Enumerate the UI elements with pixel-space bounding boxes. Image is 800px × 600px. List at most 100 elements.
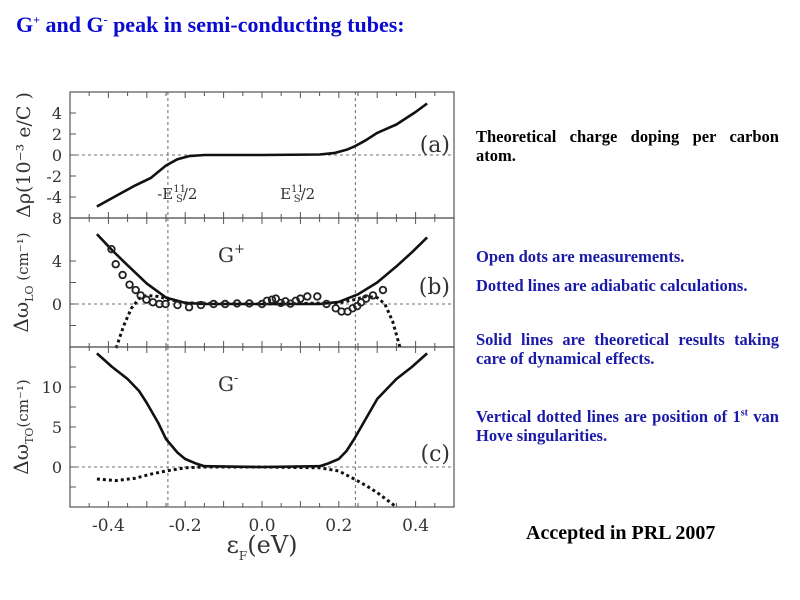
annotation-sup: 11 — [173, 184, 186, 195]
measured-point — [161, 299, 170, 309]
measured-point — [209, 299, 218, 309]
y-tick-label: 10 — [42, 378, 62, 397]
y-tick-label: 0 — [52, 295, 62, 314]
title-g: G — [16, 12, 34, 37]
inset-label: G+ — [218, 242, 245, 267]
measured-point — [245, 299, 254, 308]
y-tick-label: 4 — [52, 104, 62, 123]
y-axis-label-main: Δω — [9, 302, 33, 333]
x-axis-label: εF(eV) — [226, 531, 297, 560]
panel-frame — [69, 346, 455, 508]
y-axis-label: Δρ(10⁻³ e/C ) — [13, 92, 35, 218]
note-vertical-pre: Vertical dotted lines are position of 1 — [476, 407, 741, 426]
measured-point — [378, 285, 388, 295]
x-axis-label-main: ε — [226, 531, 238, 559]
measured-point — [313, 292, 322, 301]
energy-annotation: -E11 S/2 — [157, 184, 197, 205]
measured-point — [131, 285, 140, 295]
measured-point — [296, 294, 305, 303]
y-tick-label: -4 — [46, 188, 62, 207]
dotted-line — [114, 293, 402, 349]
measured-point — [271, 294, 281, 303]
annotation-sub: S — [176, 194, 183, 205]
y-tick-label: 0 — [52, 458, 62, 477]
panel-b: 4 0 (b) G+ ΔωLO (cm⁻¹) — [9, 217, 455, 349]
inset-label-text: G — [218, 372, 234, 396]
panel-a: 420-2-48(a)-E11 S/2 E11 S/2Δρ(10⁻³ e/C ) — [13, 91, 455, 228]
inset-label: G- — [218, 371, 238, 396]
y-tick-label: 8 — [52, 209, 62, 228]
measured-point — [220, 299, 230, 309]
measured-point — [276, 298, 286, 308]
energy-annotation: E11 S/2 — [280, 184, 315, 205]
measured-point — [267, 295, 277, 304]
note-solid: Solid lines are theoretical results taki… — [476, 330, 779, 368]
x-axis-label-sub: F — [239, 549, 247, 560]
note-dotted: Dotted lines are adiabatic calculations. — [476, 276, 748, 295]
x-tick-label: -0.2 — [169, 516, 202, 536]
measured-point — [136, 291, 145, 300]
annotation-tail: /2 — [301, 185, 316, 203]
x-tick-label: 0.4 — [402, 516, 429, 536]
title-and: and G — [39, 12, 104, 37]
y-tick-label: 5 — [52, 418, 62, 437]
inset-label-sup: - — [234, 371, 238, 386]
y-axis-label-sub: TO — [23, 428, 36, 444]
y-axis-label-unit: (cm⁻¹) — [14, 232, 32, 285]
annotation-main: E — [280, 185, 291, 203]
annotation-sub: S — [294, 194, 301, 205]
y-axis-label-main: Δω — [9, 444, 33, 475]
title-minus: - — [103, 12, 108, 27]
measured-point — [196, 300, 206, 310]
chart: 420-2-48(a)-E11 S/2 E11 S/2Δρ(10⁻³ e/C )40(… — [9, 91, 455, 560]
measured-point — [232, 299, 242, 308]
note-vertical: Vertical dotted lines are position of 1s… — [476, 407, 779, 445]
x-tick-label: 0.0 — [248, 516, 275, 536]
measured-point — [111, 260, 120, 269]
solid-line — [96, 102, 428, 208]
y-tick-label: 0 — [52, 146, 62, 165]
measured-point — [368, 291, 378, 300]
solid-line — [96, 352, 428, 469]
y-tick-label: 4 — [52, 252, 62, 271]
measured-point — [262, 296, 272, 305]
title-rest: peak in semi-conducting tubes: — [107, 12, 405, 37]
accepted-note: Accepted in PRL 2007 — [526, 522, 716, 544]
annotation-main: -E — [157, 185, 173, 203]
annotation-sup: 11 — [291, 184, 304, 195]
x-tick-label: 0.2 — [325, 516, 352, 536]
y-axis-label: ΔωTO(cm⁻¹) — [9, 379, 36, 474]
measured-point — [107, 244, 116, 254]
y-axis-label-unit: (cm⁻¹) — [14, 379, 32, 427]
solid-line — [95, 233, 429, 306]
panel-label: (a) — [420, 133, 450, 158]
y-tick-label: 2 — [52, 125, 62, 144]
measured-point — [303, 292, 312, 301]
measured-point — [125, 280, 134, 289]
note-charge: Theoretical charge doping per carbon ato… — [476, 127, 779, 165]
x-tick-label: -0.4 — [92, 516, 125, 536]
title-plus: + — [33, 12, 40, 27]
measured-point — [142, 295, 151, 304]
measured-point — [173, 300, 182, 310]
y-tick-label: -2 — [46, 167, 62, 186]
note-vertical-post: van Hove singularities. — [476, 407, 779, 445]
measured-point — [184, 303, 194, 312]
panel-label: (c) — [421, 442, 451, 467]
note-vertical-sup: st — [740, 407, 748, 419]
measured-point — [148, 298, 158, 307]
y-axis-label-main: Δρ(10⁻³ e/C ) — [13, 92, 35, 218]
measured-point — [361, 294, 371, 303]
measured-point — [322, 299, 331, 309]
measured-point — [118, 270, 127, 280]
panel-label: (b) — [419, 275, 450, 300]
note-dots: Open dots are measurements. — [476, 247, 685, 266]
dotted-line — [96, 465, 398, 509]
annotation-tail: /2 — [183, 185, 198, 203]
x-axis-label-unit: (eV) — [247, 531, 297, 559]
slide-title: G+ and G- peak in semi-conducting tubes: — [16, 12, 405, 38]
inset-label-sup: + — [234, 242, 245, 257]
y-axis-label-sub: LO — [23, 285, 36, 301]
panel-c: 10 5 0 -0.4 -0.2 0.0 0.2 0.4 (c) G- ΔωTO(cm⁻¹) εF(e… — [9, 346, 455, 560]
